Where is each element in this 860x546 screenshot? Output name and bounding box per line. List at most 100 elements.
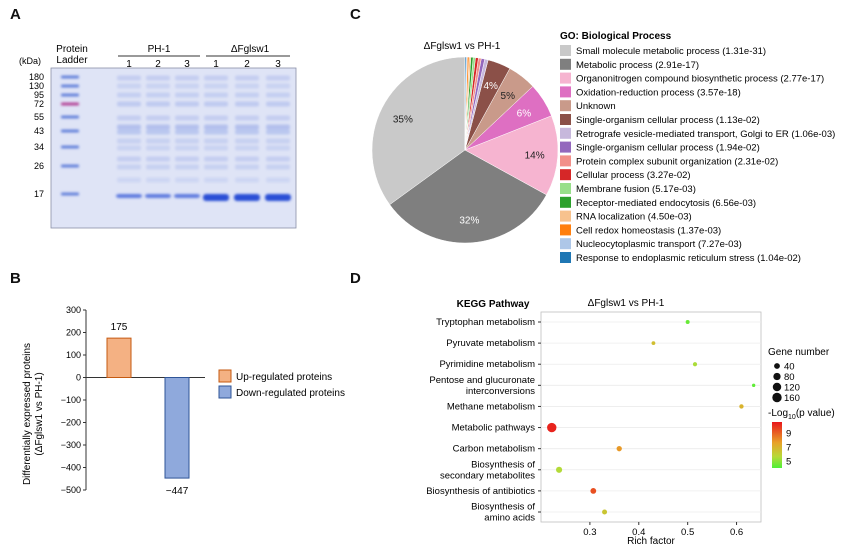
kegg-pathway-label: Carbon metabolism bbox=[453, 444, 535, 455]
protein-band bbox=[266, 124, 290, 130]
go-legend-swatch bbox=[560, 58, 571, 70]
go-legend-swatch bbox=[560, 86, 571, 98]
protein-band bbox=[266, 115, 290, 121]
protein-band bbox=[204, 101, 228, 107]
bar-up-value-label: 175 bbox=[111, 322, 128, 333]
kegg-pathway-label: Biosynthesis of bbox=[471, 502, 535, 513]
kegg-point bbox=[685, 320, 690, 324]
protein-band bbox=[235, 156, 259, 162]
protein-band bbox=[146, 101, 170, 107]
bar-y-tick-label: −400 bbox=[61, 463, 81, 473]
kegg-pathway-label: Pyrimidine metabolism bbox=[439, 359, 535, 370]
marker-label: 43 bbox=[34, 126, 44, 136]
gel-bands bbox=[61, 75, 291, 201]
bubble-chart-figure: ΔFglsw1 vs PH-1 KEGG Pathway Tryptophan … bbox=[426, 298, 835, 546]
protein-band bbox=[117, 115, 141, 121]
kegg-pathway-label: interconversions bbox=[466, 386, 535, 397]
protein-band bbox=[235, 124, 259, 130]
gene-number-legend-label: 160 bbox=[784, 393, 800, 404]
kegg-grid bbox=[538, 321, 761, 513]
protein-band bbox=[175, 124, 199, 130]
protein-band bbox=[235, 145, 259, 151]
bar-y-tick-label: 100 bbox=[66, 350, 81, 360]
go-legend-swatch bbox=[560, 210, 571, 222]
kegg-x-tick-label: 0.4 bbox=[632, 527, 645, 538]
protein-band bbox=[235, 177, 259, 183]
kda-label: (kDa) bbox=[19, 56, 41, 66]
legend-up-label: Up-regulated proteins bbox=[236, 372, 332, 383]
protein-band bbox=[204, 129, 228, 135]
protein-band bbox=[204, 83, 228, 89]
pie-slice bbox=[464, 56, 467, 151]
gene-number-legend-label: 80 bbox=[784, 372, 795, 383]
go-legend-label: Response to endoplasmic reticulum stress… bbox=[576, 253, 801, 264]
legend-down-swatch bbox=[218, 385, 232, 399]
protein-band bbox=[204, 138, 228, 144]
pvalue-title-suffix: (p value) bbox=[796, 408, 835, 419]
go-legend-label: Cellular process (3.27e-02) bbox=[576, 170, 691, 181]
protein-band bbox=[204, 156, 228, 162]
bar-y-tick-label: −100 bbox=[61, 395, 81, 405]
protein-band bbox=[235, 129, 259, 135]
kegg-pathway-label: Biosynthesis of bbox=[471, 459, 535, 470]
protein-band bbox=[117, 75, 141, 81]
go-legend-label: Cell redox homeostasis (1.37e-03) bbox=[576, 225, 721, 236]
go-legend-swatch bbox=[560, 183, 571, 194]
pie-slice bbox=[371, 56, 466, 206]
pie-slice-labels: 35% 32% 14% 6%5%4% bbox=[393, 81, 545, 226]
protein-band bbox=[117, 177, 141, 183]
protein-band bbox=[204, 145, 228, 151]
protein-band bbox=[204, 177, 228, 183]
protein-band bbox=[117, 164, 141, 170]
pie-title: ΔFglsw1 vs PH-1 bbox=[424, 41, 501, 52]
pvalue-tick-label: 5 bbox=[786, 457, 791, 468]
go-legend-swatch bbox=[560, 169, 571, 181]
protein-band bbox=[235, 164, 259, 170]
bar-ylabel-line1: Differentially expressed proteins bbox=[22, 343, 33, 485]
go-legend-label: Retrografe vesicle-mediated transport, G… bbox=[576, 129, 835, 140]
protein-band-17kda bbox=[265, 194, 291, 201]
lane-label: 2 bbox=[155, 59, 161, 70]
protein-band bbox=[266, 75, 290, 81]
ladder-band bbox=[61, 164, 79, 168]
marker-label: 130 bbox=[29, 81, 44, 91]
go-legend-label: Membrane fusion (5.17e-03) bbox=[576, 184, 696, 195]
protein-band bbox=[117, 129, 141, 135]
legend-down-label: Down-regulated proteins bbox=[236, 388, 345, 399]
protein-band bbox=[266, 164, 290, 170]
kegg-pathway-label: Biosynthesis of antibiotics bbox=[426, 486, 535, 497]
go-legend-label: Small molecule metabolic process (1.31e-… bbox=[576, 46, 766, 57]
pvalue-colorbar-ticks: 9 7 5 bbox=[786, 429, 791, 468]
bar-up-regulated bbox=[106, 337, 132, 378]
bar-y-tick-label: 300 bbox=[66, 305, 81, 315]
protein-band bbox=[175, 115, 199, 121]
pie-slice-label: 14% bbox=[525, 150, 545, 161]
protein-band bbox=[204, 115, 228, 121]
protein-band bbox=[235, 138, 259, 144]
gene-number-legend-label: 40 bbox=[784, 362, 795, 373]
go-legend-swatch bbox=[560, 141, 571, 153]
protein-band bbox=[146, 177, 170, 183]
pie-slice bbox=[464, 115, 559, 196]
protein-band bbox=[204, 75, 228, 81]
marker-label: 55 bbox=[34, 112, 44, 122]
protein-band bbox=[175, 156, 199, 162]
go-legend-swatch bbox=[560, 224, 571, 236]
kegg-point bbox=[602, 509, 608, 515]
pvalue-tick-label: 9 bbox=[786, 429, 791, 440]
marker-label: 17 bbox=[34, 189, 44, 199]
legend-up-swatch bbox=[218, 369, 232, 383]
kegg-pathway-label: Methane metabolism bbox=[447, 401, 535, 412]
protein-band bbox=[204, 92, 228, 98]
marker-label: 34 bbox=[34, 142, 44, 152]
protein-band bbox=[117, 138, 141, 144]
protein-band bbox=[235, 115, 259, 121]
lane-label: 2 bbox=[244, 59, 250, 70]
go-legend-swatch bbox=[560, 252, 571, 263]
lane-label: 1 bbox=[126, 59, 132, 70]
protein-band bbox=[266, 92, 290, 98]
bar-y-tick-label: −300 bbox=[61, 440, 81, 450]
kegg-pathway-header: KEGG Pathway bbox=[457, 299, 530, 310]
kegg-x-ticks: 0.3 0.4 0.5 0.6 bbox=[583, 522, 743, 538]
